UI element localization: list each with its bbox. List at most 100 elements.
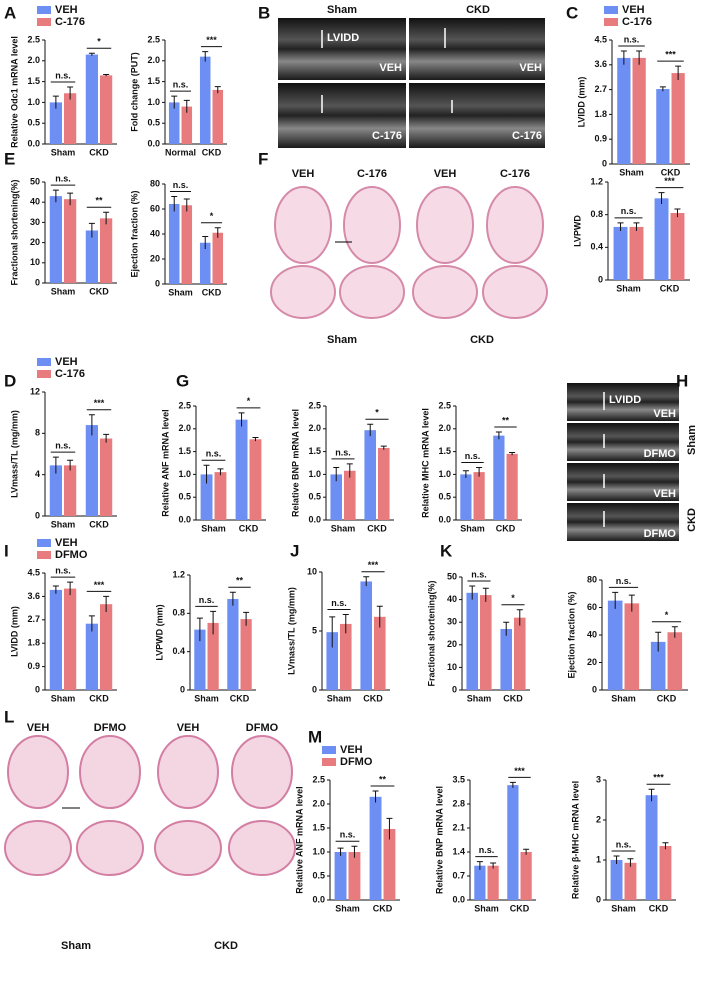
y-tick-label: 0.5 xyxy=(312,870,325,880)
panel-letter: B xyxy=(258,3,270,22)
y-tick-label: 10 xyxy=(447,662,457,672)
y-axis-label: Fractional shortening(%) xyxy=(9,179,19,285)
x-tick-label: Sham xyxy=(619,167,644,177)
image-label: C-176 xyxy=(512,130,542,142)
bar xyxy=(85,425,98,516)
column-label: VEH xyxy=(434,168,457,180)
legend-swatch xyxy=(37,370,51,378)
bar xyxy=(214,472,227,520)
error-bar xyxy=(103,595,110,612)
bar xyxy=(49,102,62,144)
significance-label: n.s. xyxy=(335,447,351,457)
error-bar xyxy=(67,192,74,206)
y-tick-label: 20 xyxy=(447,639,457,649)
y-tick-label: 40 xyxy=(447,594,457,604)
bar xyxy=(487,865,499,900)
x-tick-label: Sham xyxy=(335,903,360,913)
bar xyxy=(617,57,631,164)
legend-label: C-176 xyxy=(622,16,652,28)
chart: 0 4 8 12 LVmass/TL (mg/mm) Sham n.s. CKD *** VEHC… xyxy=(9,356,117,529)
panel-letter: H xyxy=(676,371,688,390)
bar xyxy=(632,57,646,164)
error-bar xyxy=(67,86,74,100)
y-tick-label: 3.6 xyxy=(27,591,40,601)
y-tick-label: 10 xyxy=(307,566,317,576)
legend-swatch xyxy=(37,358,51,366)
echo-images-h xyxy=(567,383,679,541)
bar xyxy=(235,419,248,520)
y-tick-label: 0 xyxy=(312,684,317,694)
chart: 0.0 0.5 1.0 1.5 2.0 2.5 Relative BNP mRNA leve… xyxy=(290,400,394,533)
y-tick-label: 0.8 xyxy=(590,209,603,219)
error-bar xyxy=(329,616,336,648)
bar xyxy=(85,230,98,283)
bar xyxy=(64,588,77,690)
x-tick-label: Normal xyxy=(165,147,196,157)
error-bar xyxy=(372,790,379,803)
x-tick-label: CKD xyxy=(89,147,109,157)
chart: 0 0.4 0.8 1.2 LVPWD Sham n.s. CKD *** xyxy=(572,176,690,293)
chart: 0 20 40 60 80 Ejection fraction (%) Sham n.s. CK… xyxy=(566,574,688,703)
error-bar xyxy=(363,576,370,587)
y-tick-label: 0.9 xyxy=(27,661,40,671)
x-tick-label: Sham xyxy=(460,523,485,533)
group-label: Sham xyxy=(327,334,357,346)
significance-label: n.s. xyxy=(55,565,71,575)
significance-label: *** xyxy=(664,176,675,186)
error-bar xyxy=(509,781,516,788)
error-bar xyxy=(482,587,489,602)
bar xyxy=(460,474,472,520)
legend-label: DFMO xyxy=(55,549,88,561)
y-tick-label: 0 xyxy=(598,274,603,284)
bar xyxy=(199,242,211,284)
y-tick-label: 2.5 xyxy=(147,34,160,44)
legend-label: VEH xyxy=(55,4,78,16)
y-tick-label: 1.0 xyxy=(178,469,191,479)
y-tick-label: 3.5 xyxy=(452,774,465,784)
error-bar xyxy=(462,470,469,479)
bar xyxy=(344,470,356,520)
bar xyxy=(507,785,519,900)
image-label: DFMO xyxy=(644,448,677,460)
panel-letter: E xyxy=(4,149,15,168)
image-label: DFMO xyxy=(644,528,677,540)
y-tick-label: 2.0 xyxy=(312,798,325,808)
x-tick-label: CKD xyxy=(367,523,387,533)
x-tick-label: CKD xyxy=(510,903,530,913)
y-tick-label: 0.7 xyxy=(452,870,465,880)
significance-label: *** xyxy=(368,560,379,570)
y-axis-label: Relative β-MHC mRNA level xyxy=(570,781,580,899)
x-tick-label: Sham xyxy=(51,519,76,529)
y-tick-label: 8 xyxy=(35,428,40,438)
y-tick-label: 0 xyxy=(35,277,40,287)
significance-label: ** xyxy=(502,415,510,425)
bar xyxy=(181,106,193,144)
y-tick-label: 3.6 xyxy=(594,59,607,69)
error-bar xyxy=(203,464,210,484)
error-bar xyxy=(183,198,190,212)
y-tick-label: 0 xyxy=(35,510,40,520)
bar xyxy=(64,465,77,516)
y-tick-label: 2.7 xyxy=(27,614,40,624)
x-tick-label: CKD xyxy=(503,693,523,703)
y-tick-label: 2.0 xyxy=(308,423,321,433)
bar xyxy=(64,199,77,283)
significance-label: ** xyxy=(236,576,244,586)
error-bar xyxy=(627,858,634,867)
x-tick-label: CKD xyxy=(89,286,109,296)
y-tick-label: 20 xyxy=(587,657,597,667)
chart: 0 0.4 0.8 1.2 LVPWD (mm) Sham n.s. CKD ** xyxy=(154,569,256,703)
significance-label: ** xyxy=(379,774,387,784)
error-bar xyxy=(469,585,476,600)
error-bar xyxy=(671,626,678,638)
significance-label: * xyxy=(97,37,101,47)
error-bar xyxy=(613,855,620,864)
x-tick-label: CKD xyxy=(89,519,109,529)
y-tick-label: 2.1 xyxy=(452,822,465,832)
error-bar xyxy=(636,50,643,65)
significance-label: n.s. xyxy=(340,830,356,840)
error-bar xyxy=(612,591,619,609)
legend-swatch xyxy=(322,746,336,754)
bar xyxy=(360,581,372,690)
y-axis-label: Relative Odc1 mRNA level xyxy=(9,36,19,148)
